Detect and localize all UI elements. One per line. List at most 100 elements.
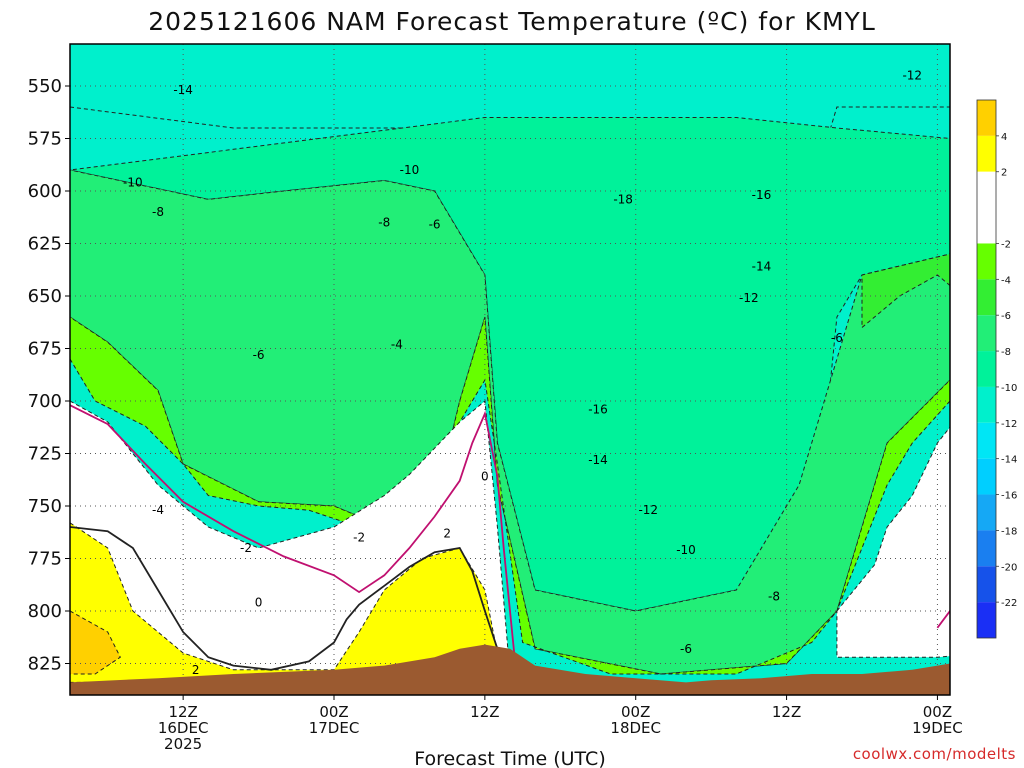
- contour-label-22: -6: [680, 642, 692, 656]
- x-tick-label-0-1: 16DEC: [158, 719, 209, 737]
- x-tick-label-3-1: 18DEC: [610, 719, 661, 737]
- y-axis: 550 575 600 625 650 675 700 725 750 775 800 825: [28, 76, 70, 675]
- colorbar-bin-4: [977, 279, 996, 316]
- contour-label-24: -2: [240, 541, 252, 555]
- contour-label-20: -10: [676, 543, 696, 557]
- colorbar-bin-1: [977, 135, 996, 172]
- x-tick-label-2-0: 12Z: [470, 703, 499, 721]
- contour-label-26: 2: [443, 526, 451, 540]
- colorbar-bin-12: [977, 566, 996, 603]
- plot-frame: [69, 43, 951, 696]
- contour-label-28: 0: [255, 596, 263, 610]
- colorbar-bin-2: [977, 171, 996, 244]
- colorbar-label-2: 2: [1001, 168, 1007, 179]
- contour-label-3: -10: [123, 176, 143, 190]
- contour-label-21: -8: [768, 589, 780, 603]
- contour-label-9: -16: [752, 188, 772, 202]
- colorbar-label--12: -12: [1001, 419, 1017, 430]
- y-tick-label-775: 775: [28, 549, 62, 570]
- colorbar-label--18: -18: [1001, 526, 1017, 537]
- gridlines: [70, 44, 950, 695]
- y-tick-label-750: 750: [28, 496, 62, 517]
- colorbar-label--6: -6: [1001, 311, 1011, 322]
- colorbar-bin-3: [977, 243, 996, 280]
- x-tick-label-3-0: 00Z: [621, 703, 650, 721]
- color-region-16: [861, 253, 950, 329]
- y-tick-label-575: 575: [28, 129, 62, 150]
- contour-label-25: -2: [353, 531, 365, 545]
- color-region-12: [836, 426, 950, 658]
- contour-label-18: -14: [588, 453, 608, 467]
- colorbar-label--4: -4: [1001, 275, 1011, 286]
- colorbar-label--22: -22: [1001, 598, 1017, 609]
- contour-label-23: -4: [152, 503, 164, 517]
- contour-label-27: 0: [481, 470, 489, 484]
- y-tick-label-650: 650: [28, 286, 62, 307]
- contour-label-10: -14: [752, 260, 772, 274]
- contour-lines: [70, 404, 950, 675]
- contour-label-5: -8: [152, 205, 164, 219]
- contour-label-0: -14: [173, 83, 193, 97]
- x-tick-label-4-0: 12Z: [772, 703, 801, 721]
- y-tick-label-800: 800: [28, 601, 62, 622]
- colorbar-frame: [976, 99, 997, 639]
- colorbar-label-4: 4: [1001, 132, 1007, 143]
- x-tick-label-0-2: 2025: [164, 735, 202, 753]
- y-tick-label-550: 550: [28, 76, 62, 97]
- color-region-14: [70, 610, 121, 675]
- contour-label-19: -12: [638, 503, 658, 517]
- contour-labels: -14 -12 -10 -10 -10 -8 -8 -6 -18 -16 -14 -12 -6 -6 -6 -…: [123, 69, 1023, 677]
- contour-label-17: -16: [588, 402, 608, 416]
- x-tick-label-0-0: 12Z: [168, 703, 197, 721]
- x-tick-label-5-0: 00Z: [923, 703, 952, 721]
- colorbar-bin-6: [977, 351, 996, 387]
- y-tick-label-600: 600: [28, 181, 62, 202]
- colorbar-bin-5: [977, 315, 996, 352]
- contour-label-29: 2: [192, 663, 200, 677]
- contour-line-2: [936, 609, 950, 629]
- y-tick-label-700: 700: [28, 391, 62, 412]
- colorbar-label--20: -20: [1001, 562, 1017, 573]
- x-tick-label-1-0: 00Z: [319, 703, 348, 721]
- terrain-ground: [70, 644, 950, 695]
- contour-label-4: -10: [400, 163, 420, 177]
- chart-title: 2025121606 NAM Forecast Temperature (ºC)…: [148, 7, 876, 36]
- colorbar-bin-8: [977, 422, 996, 459]
- y-tick-label-725: 725: [28, 444, 62, 465]
- contour-line-1: [70, 526, 505, 675]
- contour-line-0: [70, 404, 518, 675]
- x-tick-label-5-1: 19DEC: [912, 719, 963, 737]
- colorbar-label--16: -16: [1001, 491, 1017, 502]
- y-tick-label-625: 625: [28, 234, 62, 255]
- contour-label-15: -4: [391, 337, 403, 351]
- terrain-layer: [70, 644, 950, 695]
- x-tick-label-1-1: 17DEC: [309, 719, 360, 737]
- colorbar-label--8: -8: [1001, 347, 1011, 358]
- colorbar-bin-9: [977, 458, 996, 495]
- contour-label-6: -8: [378, 216, 390, 230]
- colorbar-bin-11: [977, 530, 996, 567]
- credit-text: coolwx.com/modelts: [853, 745, 1016, 763]
- contour-label-11: -12: [739, 291, 759, 305]
- y-tick-label-675: 675: [28, 339, 62, 360]
- plot-area: -14 -12 -10 -10 -10 -8 -8 -6 -18 -16 -14 -12 -6 -6 -6 -…: [70, 44, 1023, 695]
- contour-label-14: -6: [253, 348, 265, 362]
- color-fill-regions: [70, 44, 950, 683]
- colorbar-label--14: -14: [1001, 455, 1017, 466]
- colorbar: 4 2 -2 -4 -6 -8 -10 -12 -14 -16 -18 -20 -22: [976, 99, 1017, 639]
- color-region-10: [70, 316, 950, 675]
- y-tick-label-825: 825: [28, 654, 62, 675]
- colorbar-bin-0: [977, 100, 996, 136]
- x-axis-title: Forecast Time (UTC): [414, 748, 605, 768]
- contour-label-2: -10: [1003, 117, 1023, 131]
- colorbar-label--10: -10: [1001, 383, 1017, 394]
- contour-label-13: -6: [831, 331, 843, 345]
- colorbar-bin-7: [977, 386, 996, 423]
- contour-label-7: -6: [429, 218, 441, 232]
- colorbar-label--2: -2: [1001, 239, 1011, 250]
- colorbar-bin-13: [977, 602, 996, 638]
- colorbar-bin-10: [977, 494, 996, 531]
- contour-label-8: -18: [613, 192, 633, 206]
